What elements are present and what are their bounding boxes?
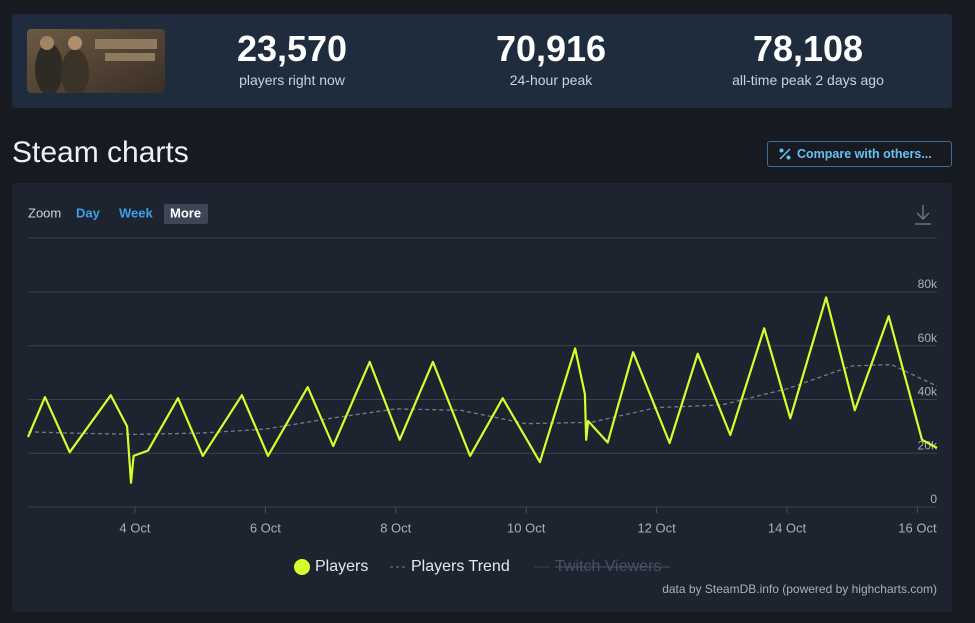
x-tick-label: 16 Oct	[898, 520, 937, 535]
x-tick-label: 14 Oct	[768, 520, 807, 535]
zoom-button[interactable]: Day	[76, 205, 101, 220]
legend-label[interactable]: Players	[315, 558, 368, 575]
stat-value: 70,916	[495, 28, 607, 69]
section-title: Steam charts	[12, 136, 189, 169]
zoom-button[interactable]: Week	[119, 205, 153, 220]
y-tick-label: 0	[930, 492, 937, 506]
x-tick-label: 12 Oct	[637, 520, 676, 535]
download-icon[interactable]	[915, 205, 931, 225]
stat-label: players right now	[239, 72, 345, 88]
zoom-button-bg	[164, 204, 208, 224]
stat: 23,570 players right now	[172, 28, 412, 88]
x-tick-label: 8 Oct	[380, 520, 411, 535]
legend-label[interactable]: Twitch Viewers	[555, 558, 661, 575]
stat: 78,108 all-time peak 2 days ago	[688, 28, 928, 88]
credits[interactable]: data by SteamDB.info (powered by highcha…	[662, 582, 937, 596]
stat: 70,916 24-hour peak	[431, 28, 671, 88]
stat-value: 23,570	[236, 28, 348, 69]
x-tick-label: 10 Oct	[507, 520, 546, 535]
x-tick-label: 4 Oct	[119, 520, 150, 535]
x-tick-label: 6 Oct	[250, 520, 281, 535]
zoom-buttons: Day Week More	[76, 204, 208, 224]
header-panel: 23,570 players right now 70,916 24-hour pe…	[12, 14, 952, 108]
compare-button[interactable]: Compare with others...	[767, 141, 952, 167]
fraction-icon	[779, 148, 791, 160]
zoom-button[interactable]: More	[170, 205, 201, 220]
chart: Zoom Day Week More 0 20k 40k 60k 80k 4 Oct 6 Oct…	[26, 204, 938, 596]
compare-label[interactable]: Compare with others...	[797, 147, 932, 161]
chart-panel: Zoom Day Week More 0 20k 40k 60k 80k 4 Oct 6 Oct…	[12, 183, 952, 612]
series-line	[27, 363, 938, 436]
y-tick-label: 20k	[918, 438, 938, 452]
y-tick-label: 60k	[918, 331, 938, 345]
stat-label: all-time peak 2 days ago	[732, 72, 884, 88]
legend-label[interactable]: Players Trend	[411, 558, 510, 575]
y-tick-label: 40k	[918, 385, 938, 399]
game-image	[27, 29, 165, 93]
legend-marker[interactable]	[294, 559, 310, 575]
y-tick-label: 80k	[918, 277, 938, 291]
stat-label: 24-hour peak	[509, 72, 593, 88]
series-line	[26, 296, 938, 484]
zoom-label: Zoom	[28, 205, 61, 220]
stat-value: 78,108	[752, 28, 864, 69]
